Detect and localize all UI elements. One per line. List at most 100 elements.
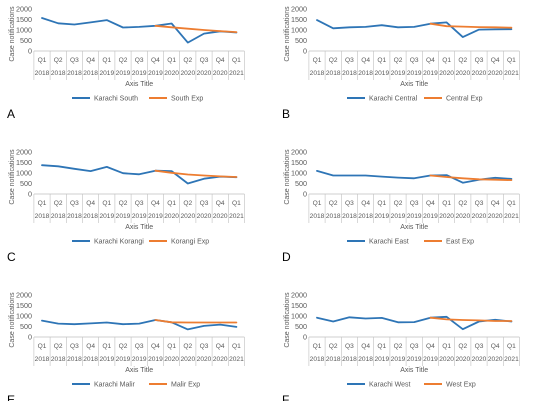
x-tick-quarter: Q3 — [345, 200, 354, 207]
legend-label: Karachi South — [94, 96, 138, 103]
y-tick-label: 500 — [20, 322, 32, 331]
y-tick-label: 0 — [303, 47, 307, 56]
y-tick-label: 0 — [28, 333, 32, 342]
x-tick-year: 2019 — [148, 213, 163, 220]
x-tick-quarter: Q4 — [361, 57, 370, 64]
x-axis-title: Axis Title — [400, 81, 428, 88]
x-tick-year: 2020 — [488, 356, 503, 363]
x-tick-quarter: Q3 — [475, 57, 484, 64]
legend-label: Karachi East — [369, 239, 409, 246]
x-tick-year: 2019 — [374, 70, 389, 77]
x-tick-quarter: Q2 — [119, 200, 128, 207]
legend-label: Central Exp — [446, 96, 483, 103]
y-tick-label: 0 — [28, 47, 32, 56]
x-tick-quarter: Q3 — [70, 343, 79, 350]
y-tick-label: 500 — [20, 36, 32, 45]
y-tick-label: 1500 — [291, 301, 307, 310]
legend-label: Karachi Korangi — [94, 239, 144, 246]
legend-label: Karachi Malir — [94, 382, 136, 389]
x-tick-quarter: Q1 — [442, 200, 451, 207]
y-axis-title: Case notifications — [9, 292, 16, 348]
x-tick-quarter: Q2 — [183, 343, 192, 350]
panel-letter: D — [282, 250, 291, 264]
x-tick-year: 2018 — [67, 356, 82, 363]
x-tick-quarter: Q3 — [475, 200, 484, 207]
x-tick-quarter: Q4 — [86, 343, 95, 350]
x-tick-year: 2020 — [213, 70, 228, 77]
x-tick-year: 2018 — [35, 70, 50, 77]
legend-label: Malir Exp — [171, 382, 200, 389]
x-tick-quarter: Q4 — [426, 200, 435, 207]
x-tick-year: 2021 — [229, 213, 244, 220]
x-tick-year: 2020 — [164, 356, 179, 363]
x-tick-quarter: Q4 — [151, 57, 160, 64]
x-tick-quarter: Q1 — [38, 200, 47, 207]
x-tick-year: 2019 — [148, 70, 163, 77]
y-tick-label: 0 — [303, 190, 307, 199]
y-axis-title: Case notifications — [284, 149, 291, 205]
series-line-observed — [41, 164, 238, 185]
y-tick-label: 500 — [20, 179, 32, 188]
x-tick-year: 2020 — [488, 213, 503, 220]
x-tick-year: 2019 — [391, 70, 406, 77]
x-tick-year: 2021 — [504, 213, 519, 220]
x-tick-year: 2020 — [164, 70, 179, 77]
x-tick-quarter: Q4 — [151, 200, 160, 207]
x-tick-quarter: Q3 — [475, 343, 484, 350]
y-tick-label: 1000 — [16, 169, 32, 178]
y-axis-title: Case notifications — [284, 292, 291, 348]
x-tick-year: 2018 — [51, 70, 66, 77]
x-tick-quarter: Q2 — [329, 200, 338, 207]
x-tick-year: 2021 — [229, 356, 244, 363]
series-line-expected — [429, 22, 513, 29]
series-line-expected — [429, 316, 513, 322]
y-tick-label: 1000 — [16, 26, 32, 35]
x-tick-quarter: Q1 — [442, 57, 451, 64]
x-tick-quarter: Q4 — [86, 57, 95, 64]
x-tick-quarter: Q3 — [410, 343, 419, 350]
x-tick-year: 2018 — [358, 213, 373, 220]
x-tick-quarter: Q2 — [119, 343, 128, 350]
x-tick-quarter: Q4 — [361, 343, 370, 350]
x-tick-year: 2019 — [99, 213, 114, 220]
x-tick-quarter: Q2 — [54, 200, 63, 207]
y-tick-label: 1500 — [291, 158, 307, 167]
x-tick-quarter: Q1 — [313, 57, 322, 64]
x-tick-year: 2020 — [180, 70, 195, 77]
x-tick-quarter: Q1 — [313, 200, 322, 207]
y-tick-label: 1500 — [16, 301, 32, 310]
x-tick-quarter: Q1 — [232, 200, 241, 207]
legend-label: Karachi Central — [369, 96, 418, 103]
x-tick-year: 2018 — [35, 213, 50, 220]
x-tick-year: 2019 — [407, 70, 422, 77]
panel-letter: B — [282, 107, 290, 121]
x-tick-quarter: Q3 — [200, 57, 209, 64]
x-tick-year: 2018 — [326, 213, 341, 220]
y-tick-label: 500 — [295, 179, 307, 188]
x-tick-year: 2018 — [310, 213, 325, 220]
y-tick-label: 1500 — [16, 158, 32, 167]
x-tick-year: 2020 — [488, 70, 503, 77]
y-tick-label: 0 — [303, 333, 307, 342]
series-line-observed — [41, 17, 238, 44]
x-tick-year: 2018 — [67, 70, 82, 77]
x-tick-quarter: Q3 — [200, 200, 209, 207]
x-tick-quarter: Q4 — [361, 200, 370, 207]
x-tick-year: 2018 — [51, 356, 66, 363]
x-tick-quarter: Q1 — [377, 343, 386, 350]
x-tick-year: 2018 — [358, 70, 373, 77]
series-line-observed — [316, 315, 513, 331]
y-tick-label: 2000 — [16, 5, 32, 14]
panel-letter: F — [282, 393, 289, 401]
x-tick-year: 2020 — [213, 356, 228, 363]
y-tick-label: 500 — [295, 322, 307, 331]
x-tick-quarter: Q1 — [442, 343, 451, 350]
x-tick-year: 2019 — [132, 70, 147, 77]
x-tick-quarter: Q1 — [377, 200, 386, 207]
x-tick-quarter: Q1 — [102, 343, 111, 350]
x-tick-quarter: Q2 — [54, 343, 63, 350]
y-tick-label: 1000 — [291, 312, 307, 321]
x-tick-year: 2018 — [326, 70, 341, 77]
